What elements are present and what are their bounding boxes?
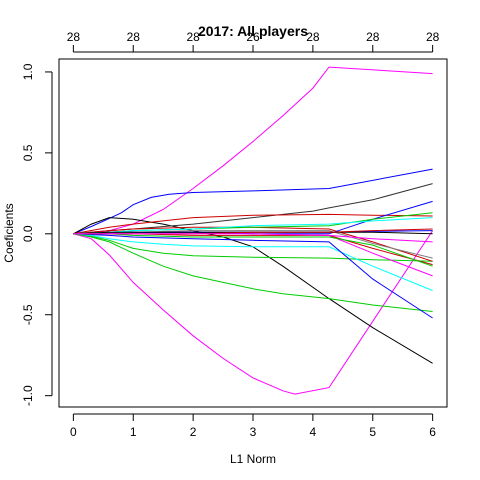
x-tick-label: 6 — [429, 425, 436, 439]
series-line-6 — [73, 233, 433, 262]
top-tick-label: 28 — [366, 30, 380, 44]
x-axis-label: L1 Norm — [230, 452, 276, 466]
series-line-7 — [73, 233, 433, 291]
top-tick-label: 28 — [306, 30, 320, 44]
series-line-10 — [73, 213, 433, 235]
chart-title: 2017: All players — [198, 23, 308, 39]
top-tick-label: 28 — [426, 30, 440, 44]
series-group — [73, 66, 434, 395]
y-axis-label: Coeficients — [2, 203, 16, 262]
series-line-5 — [73, 233, 433, 312]
x-tick-label: 2 — [190, 425, 197, 439]
series-line-2 — [73, 230, 434, 395]
x-tick-label: 4 — [310, 425, 317, 439]
x-axis: 0 1 2 3 4 5 6 — [70, 413, 436, 439]
y-tick-label: -1.0 — [21, 385, 35, 406]
plot-frame — [58, 58, 448, 408]
y-tick-label: 0.5 — [21, 144, 35, 161]
y-axis: -1.0 -0.5 0.0 0.5 1.0 — [21, 63, 53, 406]
top-tick-label: 28 — [186, 30, 200, 44]
top-tick-label: 26 — [246, 30, 260, 44]
top-tick-label: 28 — [127, 30, 141, 44]
series-line-3 — [73, 168, 433, 235]
y-tick-label: 1.0 — [21, 63, 35, 80]
series-line-8 — [73, 233, 433, 319]
x-tick-label: 3 — [250, 425, 257, 439]
x-tick-label: 0 — [70, 425, 77, 439]
series-line-22 — [73, 233, 433, 243]
y-tick-label: 0.0 — [21, 225, 35, 242]
x-tick-label: 5 — [369, 425, 376, 439]
series-line-19 — [73, 231, 433, 235]
top-axis: 28 28 28 26 28 28 28 — [67, 30, 440, 53]
y-tick-label: -0.5 — [21, 304, 35, 325]
x-tick-label: 1 — [130, 425, 137, 439]
top-tick-label: 28 — [67, 30, 81, 44]
